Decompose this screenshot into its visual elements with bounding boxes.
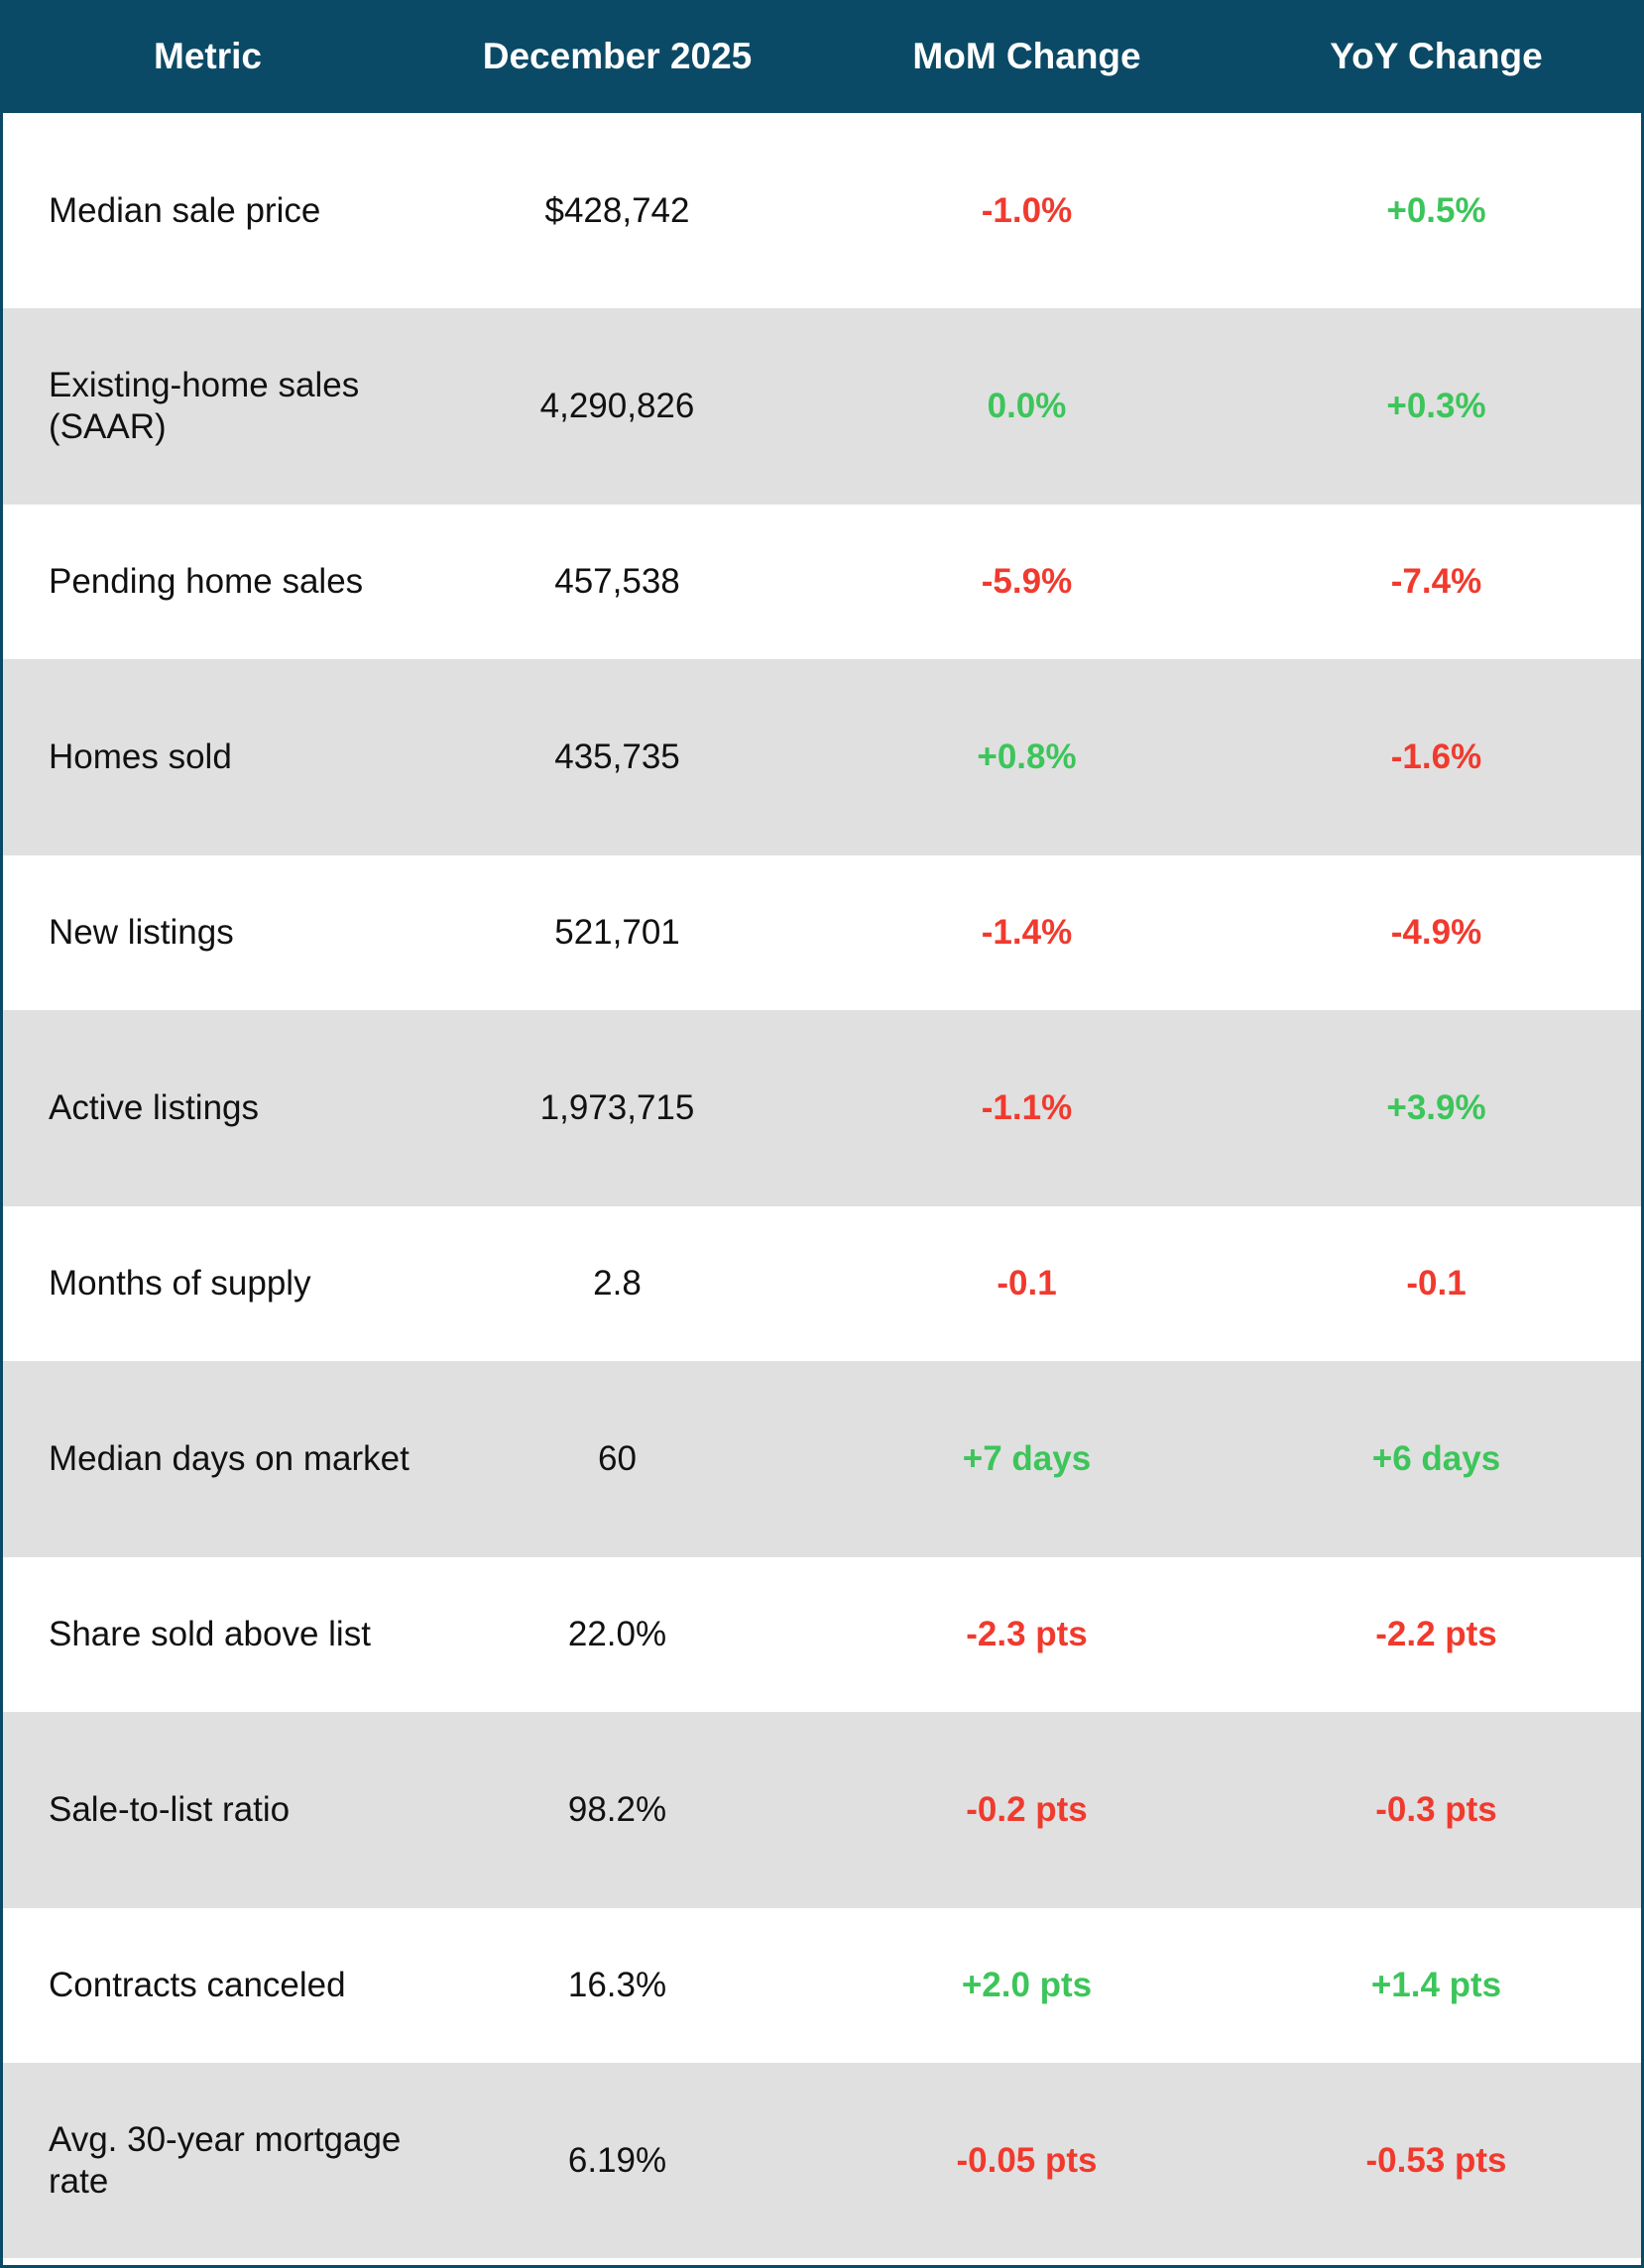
value-cell: 457,538	[554, 562, 680, 601]
metric-cell: New listings	[3, 855, 412, 1010]
metric-cell: Homes sold	[3, 659, 412, 855]
column-header: December 2025	[412, 0, 822, 113]
table-row: Contracts canceled 16.3% +2.0 pts +1.4 pts	[3, 1908, 1641, 2063]
change-cell: +7 days	[822, 1361, 1232, 1557]
change-cell: -2.3 pts	[966, 1615, 1088, 1653]
metric-label: Contracts canceled	[49, 1966, 346, 2004]
change-cell: +0.3%	[1232, 308, 1641, 505]
change-cell: -0.2 pts	[822, 1712, 1232, 1908]
value-cell: 521,701	[554, 913, 680, 952]
metric-label: Existing-home sales (SAAR)	[49, 366, 360, 446]
metric-cell: Pending home sales	[3, 505, 412, 659]
change-cell: -5.9%	[981, 562, 1073, 601]
table-row: Pending home sales 457,538 -5.9% -7.4%	[3, 505, 1641, 659]
column-header: Metric	[3, 0, 412, 113]
change-cell: 0.0%	[822, 308, 1232, 505]
value-cell: 6.19%	[412, 2063, 822, 2258]
column-header: YoY Change	[1232, 0, 1641, 113]
change-cell: -0.53 pts	[1232, 2063, 1641, 2258]
value-cell: 1,973,715	[412, 1010, 822, 1206]
metrics-table: Metric December 2025 MoM Change YoY Change …	[3, 0, 1641, 2258]
metric-cell: Share sold above list	[3, 1557, 412, 1712]
header-row: Metric December 2025 MoM Change YoY Change	[3, 0, 1641, 113]
table-row: Homes sold 435,735 +0.8% -1.6%	[3, 659, 1641, 855]
table-row: New listings 521,701 -1.4% -4.9%	[3, 855, 1641, 1010]
value-cell: 435,735	[412, 659, 822, 855]
change-cell: +3.9%	[1232, 1010, 1641, 1206]
change-cell: +2.0 pts	[961, 1966, 1093, 2004]
change-cell: +0.8%	[822, 659, 1232, 855]
change-cell: -0.1	[997, 1264, 1057, 1303]
table-row: Existing-home sales (SAAR) 4,290,826 0.0% +…	[3, 308, 1641, 505]
metric-label: Pending home sales	[49, 562, 364, 601]
change-cell: -1.1%	[822, 1010, 1232, 1206]
change-cell: -1.4%	[981, 913, 1073, 952]
value-cell: 60	[412, 1361, 822, 1557]
value-cell: 4,290,826	[412, 308, 822, 505]
metric-cell: Active listings	[3, 1010, 412, 1206]
metric-label: Median sale price	[49, 190, 321, 230]
metric-cell: Sale-to-list ratio	[3, 1712, 412, 1908]
metric-label: New listings	[49, 913, 234, 952]
change-cell: +1.4 pts	[1370, 1966, 1502, 2004]
column-header: MoM Change	[822, 0, 1232, 113]
metric-cell: Median sale price	[3, 113, 412, 308]
table-row: Months of supply 2.8 -0.1 -0.1	[3, 1206, 1641, 1361]
metric-label: Homes sold	[49, 737, 232, 776]
table-row: Share sold above list 22.0% -2.3 pts -2.2 p…	[3, 1557, 1641, 1712]
table-row: Median sale price $428,742 -1.0% +0.5%	[3, 113, 1641, 308]
metric-label: Share sold above list	[49, 1615, 371, 1653]
table-row: Median days on market 60 +7 days +6 days	[3, 1361, 1641, 1557]
metric-label: Avg. 30-year mortgage rate	[49, 2119, 402, 2201]
metric-cell: Median days on market	[3, 1361, 412, 1557]
metric-label: Median days on market	[49, 1439, 410, 1478]
change-cell: -1.0%	[981, 190, 1073, 230]
metric-cell: Avg. 30-year mortgage rate	[3, 2063, 412, 2258]
table-row: Active listings 1,973,715 -1.1% +3.9%	[3, 1010, 1641, 1206]
metric-label: Active listings	[49, 1088, 260, 1127]
value-cell: 16.3%	[567, 1966, 667, 2004]
change-cell: -0.1	[1406, 1264, 1467, 1303]
table-row: Sale-to-list ratio 98.2% -0.2 pts -0.3 pts	[3, 1712, 1641, 1908]
metric-cell: Months of supply	[3, 1206, 412, 1361]
value-cell: 2.8	[593, 1264, 642, 1303]
change-cell: +0.5%	[1386, 190, 1486, 230]
metric-cell: Existing-home sales (SAAR)	[3, 308, 412, 505]
value-cell: 22.0%	[567, 1615, 667, 1653]
change-cell: +6 days	[1232, 1361, 1641, 1557]
change-cell: -1.6%	[1232, 659, 1641, 855]
value-cell: $428,742	[544, 190, 690, 230]
change-cell: -0.05 pts	[822, 2063, 1232, 2258]
change-cell: -0.3 pts	[1232, 1712, 1641, 1908]
table-row: Avg. 30-year mortgage rate 6.19% -0.05 pts…	[3, 2063, 1641, 2258]
value-cell: 98.2%	[412, 1712, 822, 1908]
change-cell: -4.9%	[1390, 913, 1482, 952]
change-cell: -7.4%	[1390, 562, 1482, 601]
change-cell: -2.2 pts	[1375, 1615, 1497, 1653]
metric-label: Sale-to-list ratio	[49, 1790, 291, 1829]
metric-cell: Contracts canceled	[3, 1908, 412, 2063]
metric-label: Months of supply	[49, 1264, 311, 1303]
